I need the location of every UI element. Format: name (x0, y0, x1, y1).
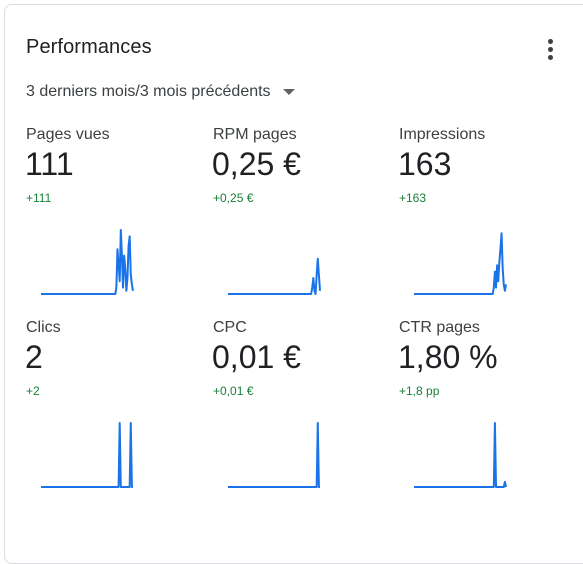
sparkline-chart (228, 257, 321, 295)
metric-value: 163 (398, 146, 452, 182)
metric-ctr-pages[interactable]: CTR pages 1,80 % +1,8 pp (398, 319, 579, 509)
metric-impressions[interactable]: Impressions 163 +163 (398, 126, 579, 316)
sparkline-series (414, 232, 507, 295)
sparkline-series (41, 229, 134, 295)
metric-cpc[interactable]: CPC 0,01 € +0,01 € (212, 319, 393, 509)
metric-value: 2 (25, 339, 43, 375)
sparkline-series (228, 257, 321, 295)
sparkline-series (414, 422, 507, 488)
sparkline-chart (414, 232, 507, 295)
sparkline-chart (414, 422, 507, 488)
metric-label: Clics (26, 319, 61, 336)
metric-label: Pages vues (26, 126, 110, 143)
metric-label: RPM pages (213, 126, 297, 143)
performance-card: Performances 3 derniers mois/3 mois préc… (4, 4, 583, 564)
more-options-button[interactable] (537, 33, 565, 65)
metric-change: +111 (26, 191, 52, 205)
period-label: 3 derniers mois/3 mois précédents (26, 83, 271, 100)
metric-label: Impressions (399, 126, 486, 143)
metric-change: +1,8 pp (399, 384, 440, 398)
metric-label: CTR pages (399, 319, 480, 336)
sparkline-chart (41, 422, 133, 488)
metric-value: 111 (25, 146, 74, 182)
metric-value: 0,25 € (212, 146, 301, 182)
metric-rpm-pages[interactable]: RPM pages 0,25 € +0,25 € (212, 126, 393, 316)
metric-change: +2 (26, 384, 40, 398)
sparkline-series (228, 422, 320, 488)
caret-down-icon (282, 89, 295, 95)
more-vertical-icon (548, 39, 553, 44)
sparkline-chart (41, 229, 134, 295)
period-selector[interactable]: 3 derniers mois/3 mois précédents (26, 83, 295, 101)
metric-value: 0,01 € (212, 339, 301, 375)
metric-pages-vues[interactable]: Pages vues 111 +111 (25, 126, 206, 316)
metric-change: +163 (399, 191, 427, 205)
card-title: Performances (26, 36, 152, 58)
sparkline-series (41, 422, 133, 488)
metric-clics[interactable]: Clics 2 +2 (25, 319, 206, 509)
metric-value: 1,80 % (398, 339, 498, 375)
sparkline-chart (228, 422, 320, 488)
metric-label: CPC (213, 319, 247, 336)
metric-change: +0,25 € (213, 191, 254, 205)
metric-change: +0,01 € (213, 384, 254, 398)
